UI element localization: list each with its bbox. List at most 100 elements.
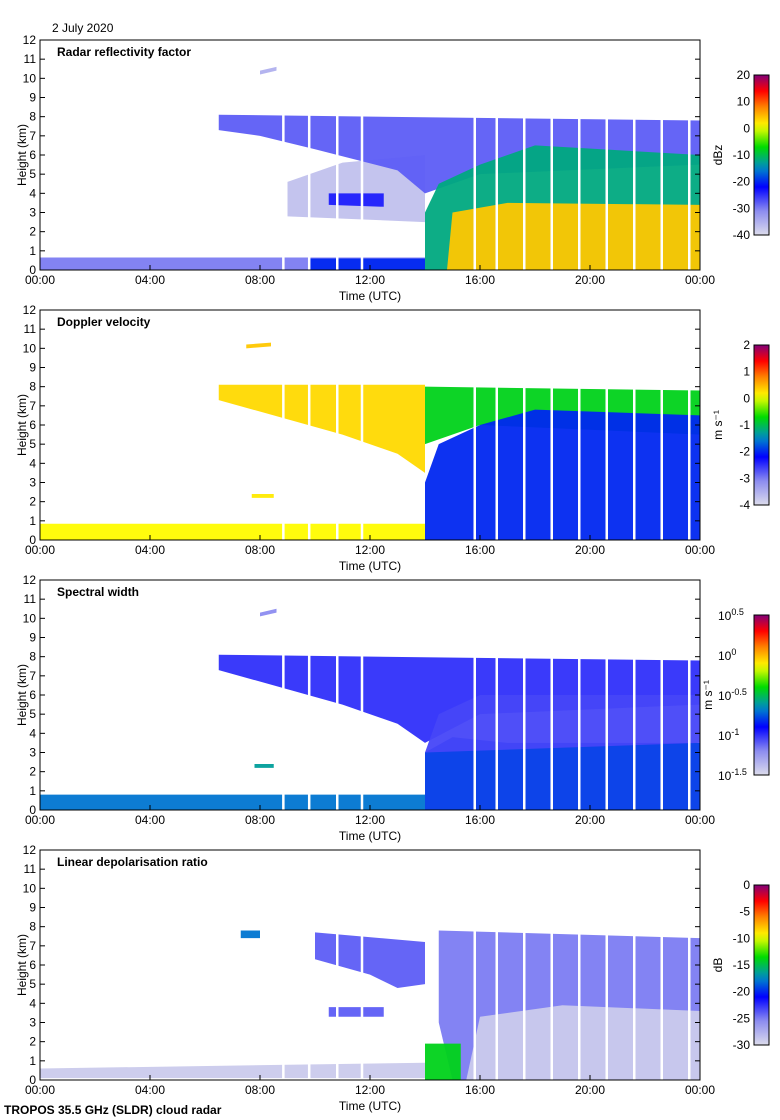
y-tick-label: 8 (29, 650, 36, 664)
colorbar-tick-label: -25 (733, 1011, 751, 1025)
colorbar (753, 884, 770, 1046)
colorbar-tick-label: -10 (733, 148, 751, 162)
data-gap (336, 310, 339, 540)
echo-region (218, 384, 425, 473)
colorbar-label: m s⁻¹ (701, 680, 715, 710)
x-tick-label: 00:00 (685, 813, 715, 827)
data-gap (605, 850, 608, 1080)
y-tick-label: 8 (29, 110, 36, 124)
data-gap (473, 40, 476, 270)
y-axis-label: Height (km) (15, 394, 29, 456)
data-gap (336, 850, 339, 1080)
y-tick-label: 3 (29, 746, 36, 760)
exponent: -1 (731, 727, 739, 737)
y-tick-label: 9 (29, 901, 36, 915)
data-gap (660, 310, 663, 540)
x-tick-label: 20:00 (575, 543, 605, 557)
y-tick-label: 0 (29, 533, 36, 547)
colorbar-tick-label: -1 (739, 418, 750, 432)
echo-layer (40, 40, 700, 270)
y-axis-label: Height (km) (15, 934, 29, 996)
data-gap (495, 40, 498, 270)
colorbar-tick-label: -2 (739, 445, 750, 459)
echo-region (254, 764, 274, 768)
echo-region (425, 737, 700, 810)
colorbar-tick-label: -20 (733, 175, 751, 189)
colorbar-tick-label: 0 (743, 878, 750, 892)
data-gap (578, 40, 581, 270)
data-gap (605, 580, 608, 810)
echo-region (40, 523, 425, 540)
colorbar-tick-label: 0 (743, 391, 750, 405)
data-gap (578, 580, 581, 810)
data-gap (605, 40, 608, 270)
y-tick-label: 4 (29, 456, 36, 470)
y-tick-label: 12 (23, 573, 37, 587)
y-tick-label: 5 (29, 707, 36, 721)
x-tick-label: 00:00 (25, 273, 55, 287)
colorbar (753, 614, 770, 776)
y-tick-label: 9 (29, 631, 36, 645)
colorbar-tick-label: 0 (743, 121, 750, 135)
exponent: -0.5 (731, 687, 747, 697)
y-tick-label: 0 (29, 263, 36, 277)
x-axis-label: Time (UTC) (339, 289, 401, 303)
exponent: -1.5 (731, 767, 747, 777)
echo-layer (40, 580, 700, 810)
y-axis-label: Height (km) (15, 124, 29, 186)
y-tick-label: 7 (29, 669, 36, 683)
data-gap (307, 580, 311, 810)
y-tick-label: 6 (29, 688, 36, 702)
data-gap (360, 850, 364, 1080)
x-tick-label: 20:00 (575, 273, 605, 287)
y-tick-label: 7 (29, 129, 36, 143)
x-tick-label: 08:00 (245, 543, 275, 557)
data-gap (495, 850, 498, 1080)
x-tick-label: 16:00 (465, 1083, 495, 1097)
echo-region (425, 695, 700, 753)
x-tick-label: 12:00 (355, 273, 385, 287)
x-tick-label: 00:00 (685, 543, 715, 557)
y-tick-label: 8 (29, 380, 36, 394)
data-gap (523, 310, 526, 540)
colorbar-tick-label: 100 (718, 647, 736, 663)
y-tick-label: 1 (29, 514, 36, 528)
y-tick-label: 5 (29, 977, 36, 991)
data-gap (282, 40, 285, 270)
x-tick-label: 00:00 (25, 813, 55, 827)
colorbar-tick-label: -3 (739, 471, 750, 485)
echo-layer (40, 310, 700, 540)
y-tick-label: 6 (29, 418, 36, 432)
colorbar-tick-label: 10 (737, 95, 751, 109)
x-tick-label: 12:00 (355, 1083, 385, 1097)
data-gap (633, 850, 636, 1080)
data-gap (523, 580, 526, 810)
echo-region (315, 932, 425, 988)
data-gap (307, 850, 311, 1080)
echo-region (240, 930, 260, 939)
x-tick-label: 12:00 (355, 813, 385, 827)
echo-region (309, 258, 425, 270)
echo-region (447, 202, 700, 270)
y-tick-label: 2 (29, 495, 36, 509)
data-gap (360, 310, 364, 540)
colorbar-tick-label: 2 (743, 338, 750, 352)
colorbar-label: dB (711, 958, 725, 973)
y-tick-label: 12 (23, 33, 37, 47)
x-tick-label: 08:00 (245, 813, 275, 827)
data-gap (336, 40, 339, 270)
panel-title: Doppler velocity (57, 315, 151, 329)
x-tick-label: 20:00 (575, 813, 605, 827)
colorbar-tick-label: 1 (743, 365, 750, 379)
colorbar-tick-label: -20 (733, 985, 751, 999)
colorbar-tick-label: -30 (733, 201, 751, 215)
y-tick-label: 1 (29, 244, 36, 258)
colorbar-label: m s⁻¹ (711, 410, 725, 440)
panel-4: Linear depolarisation ratio0123456789101… (15, 843, 770, 1113)
data-gap (282, 310, 285, 540)
y-tick-label: 10 (23, 341, 37, 355)
colorbar (753, 344, 770, 506)
colorbar-tick-label: -15 (733, 958, 751, 972)
